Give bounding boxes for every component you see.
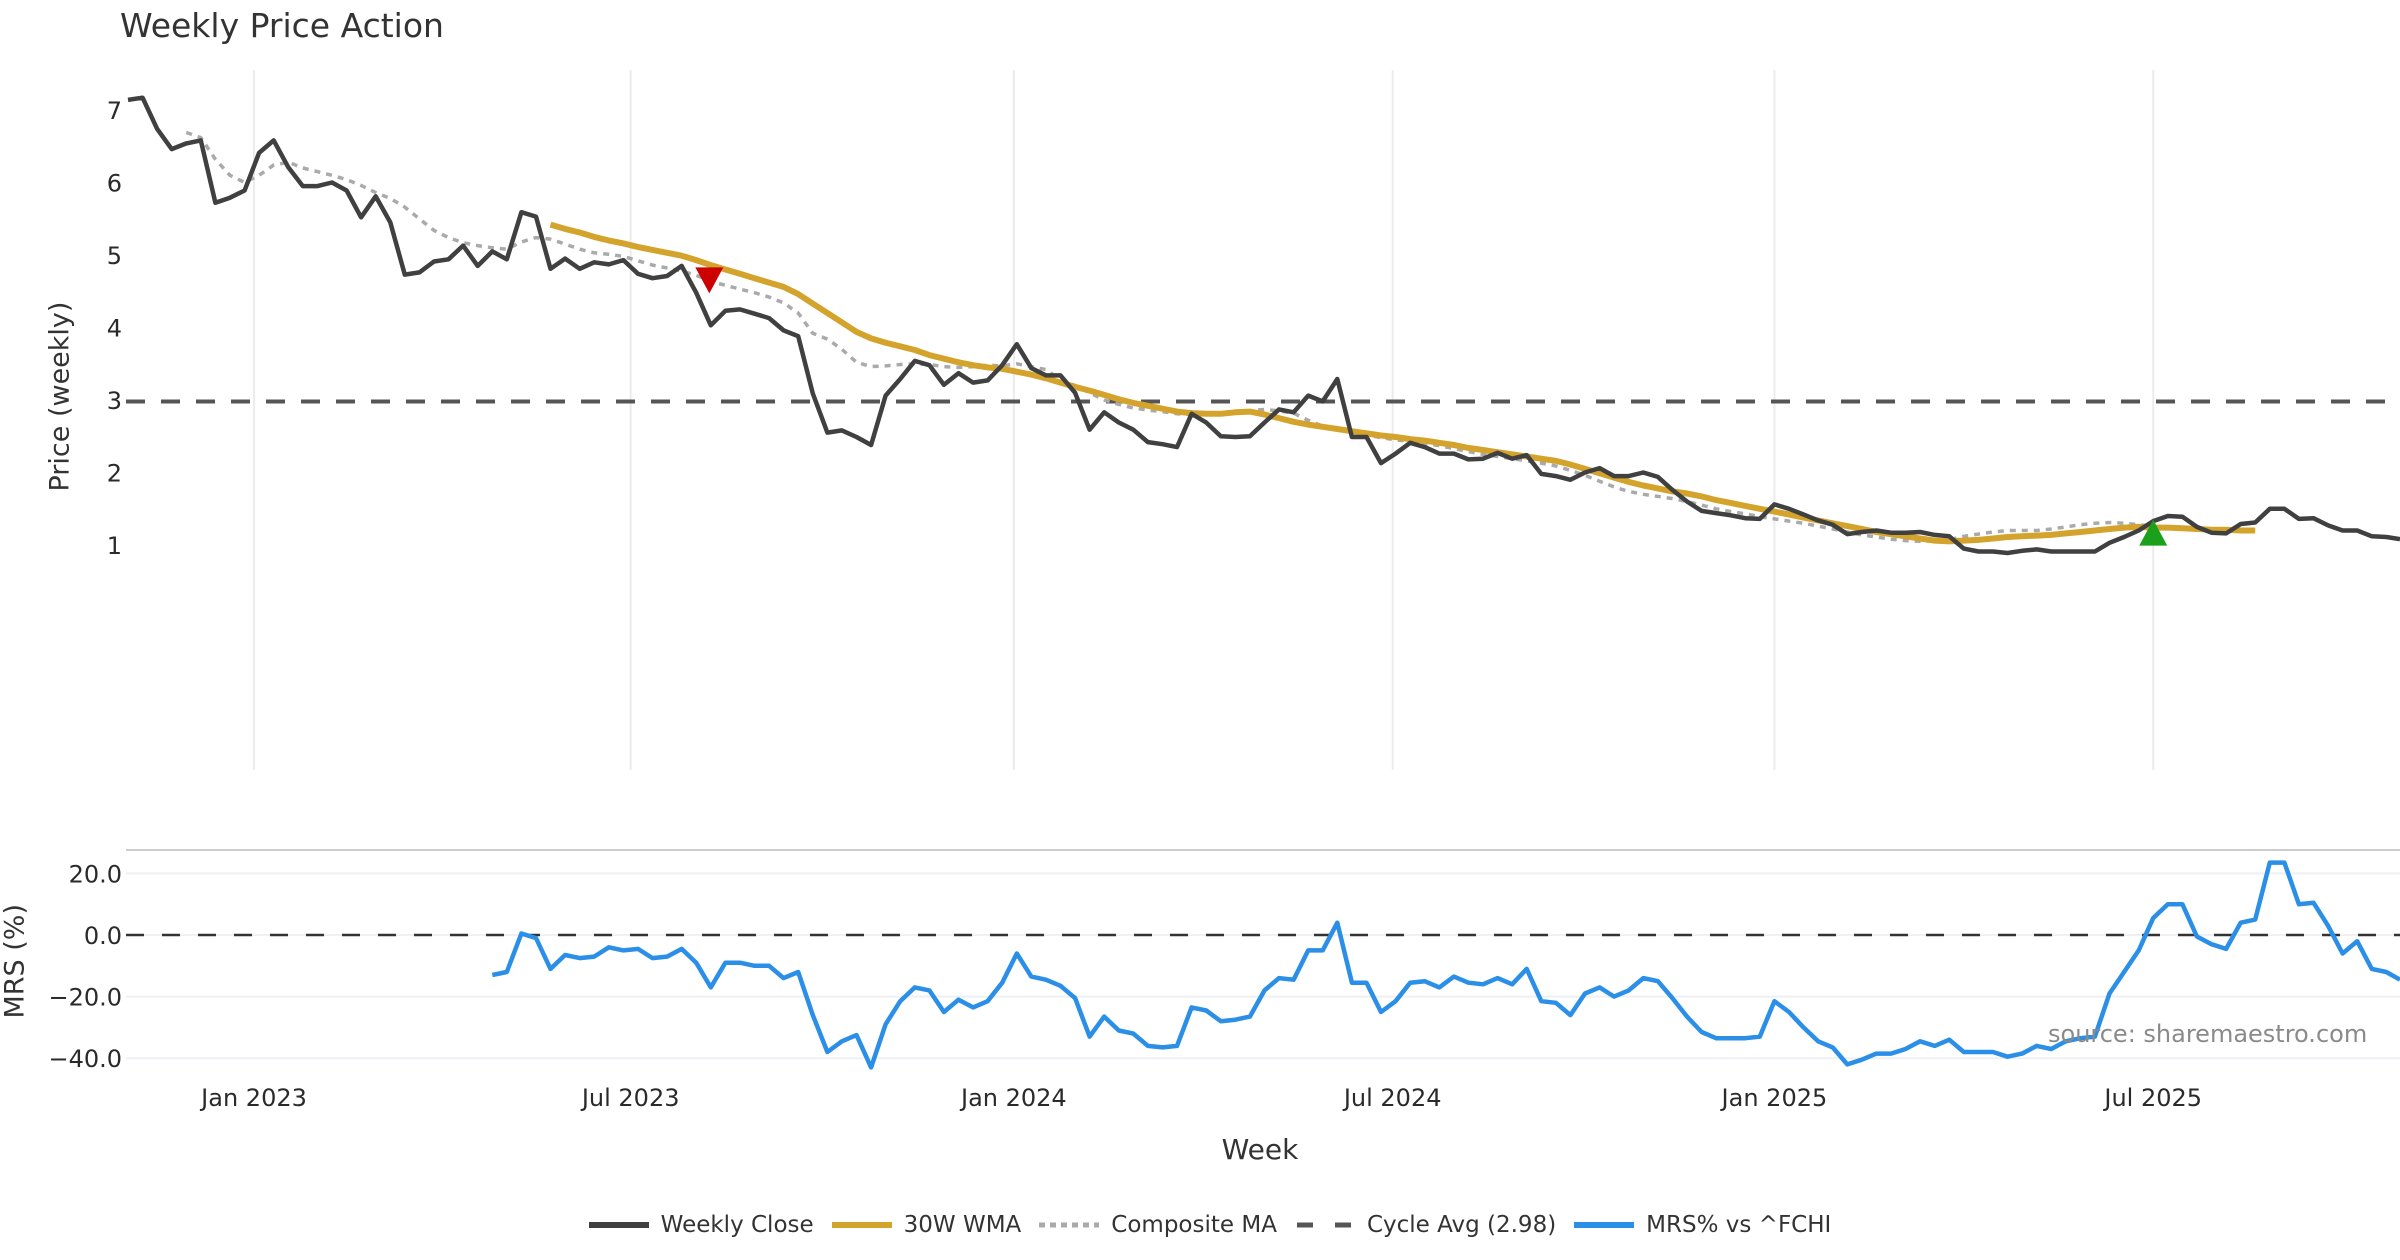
legend-item-cycle-avg[interactable]: Cycle Avg (2.98) <box>1295 1212 1556 1238</box>
x-tick-label: Jan 2025 <box>1720 1084 1828 1112</box>
price-x-gridlines <box>253 70 2155 770</box>
legend-label: Weekly Close <box>660 1212 814 1238</box>
legend-item-mrs[interactable]: MRS% vs ^FCHI <box>1574 1212 1831 1238</box>
x-tick-label: Jan 2023 <box>199 1084 307 1112</box>
series-layer <box>126 95 2400 1070</box>
legend-item-composite-ma[interactable]: Composite MA <box>1039 1212 1277 1238</box>
price-y-tick-labels: 1 2 3 4 5 6 7 <box>107 97 122 560</box>
source-annotation: source: sharemaestro.com <box>2048 1020 2368 1048</box>
x-tick-labels: Jan 2023 Jul 2023 Jan 2024 Jul 2024 Jan 2025… <box>199 1084 2202 1112</box>
legend-item-30w-wma[interactable]: 30W WMA <box>831 1212 1022 1238</box>
price-y-tick-label: 5 <box>107 242 122 270</box>
chart-title: Weekly Price Action <box>120 6 444 45</box>
legend-swatch-30w-wma <box>831 1222 892 1228</box>
legend-label: Composite MA <box>1111 1212 1277 1238</box>
mrs-y-tick-label: −20.0 <box>48 984 122 1012</box>
mrs-y-axis-title: MRS (%) <box>0 904 31 1019</box>
x-tick-label: Jul 2025 <box>2102 1084 2202 1112</box>
legend-item-weekly-close[interactable]: Weekly Close <box>588 1212 814 1238</box>
series-line-weekly-close <box>127 95 2400 556</box>
legend-swatch-composite-ma <box>1039 1222 1100 1228</box>
marker-layer <box>695 267 2168 546</box>
price-y-tick-label: 4 <box>107 315 122 343</box>
price-y-tick-label: 2 <box>107 460 122 488</box>
legend-swatch-cycle-avg <box>1296 1222 1355 1228</box>
x-tick-label: Jul 2024 <box>1342 1084 1442 1112</box>
legend-label: 30W WMA <box>903 1212 1022 1238</box>
x-tick-label: Jul 2023 <box>580 1084 680 1112</box>
price-y-tick-label: 1 <box>107 532 122 560</box>
series-line-composite-ma <box>185 130 2256 544</box>
series-line-mrs-vs-fchi <box>491 860 2400 1070</box>
mrs-y-tick-labels: 20.0 0.0 −20.0 −40.0 <box>48 860 122 1073</box>
x-axis-title: Week <box>1221 1133 1299 1166</box>
price-y-tick-label: 3 <box>107 387 122 415</box>
price-y-axis-title: Price (weekly) <box>44 301 76 492</box>
price-y-tick-label: 6 <box>107 170 122 198</box>
legend-swatch-weekly-close <box>588 1222 649 1228</box>
series-line-30w-wma <box>549 221 2256 545</box>
legend: Weekly Close 30W WMA Composite MA Cycle … <box>0 1212 2400 1238</box>
buy-signal-marker <box>2139 519 2168 546</box>
legend-label: Cycle Avg (2.98) <box>1366 1212 1557 1238</box>
mrs-y-tick-label: 0.0 <box>84 922 122 950</box>
mrs-y-tick-label: 20.0 <box>69 860 122 888</box>
legend-swatch-mrs <box>1574 1222 1635 1228</box>
sell-signal-marker <box>695 267 724 294</box>
price-y-tick-label: 7 <box>107 97 122 125</box>
mrs-y-tick-label: −40.0 <box>48 1045 122 1073</box>
x-tick-label: Jan 2024 <box>959 1084 1067 1112</box>
legend-label: MRS% vs ^FCHI <box>1646 1212 1832 1238</box>
